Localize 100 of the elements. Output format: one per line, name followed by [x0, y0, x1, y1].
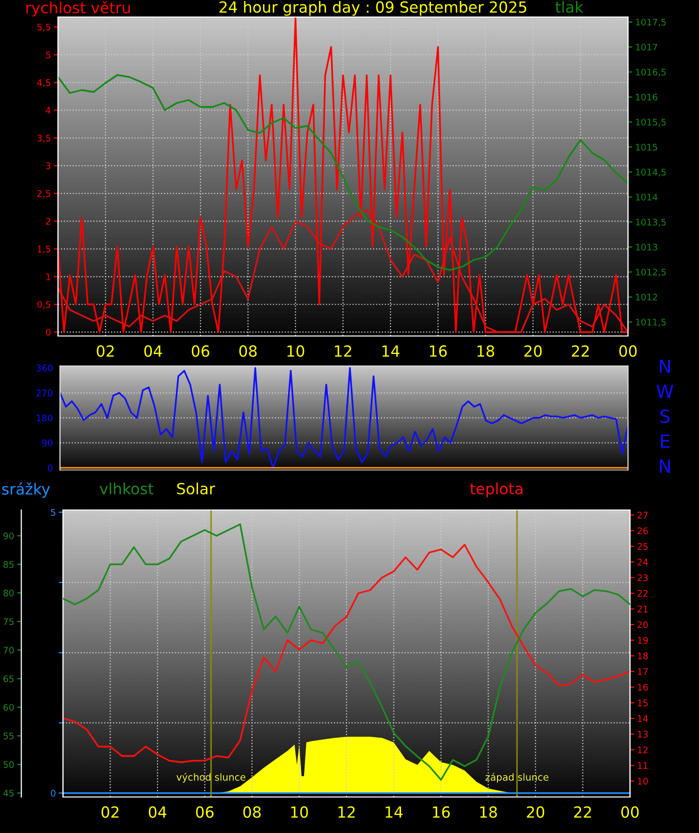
y2-tick-label: 1013: [636, 244, 658, 251]
x-tick-label: 22: [574, 806, 591, 818]
y3-tick-label: 85: [4, 561, 14, 568]
y3-tick-label: 80: [4, 590, 14, 596]
x-tick-label: 14: [382, 346, 400, 357]
y-tick-label: 360: [36, 364, 52, 372]
text: S: [660, 409, 670, 424]
y3-tick-label: 75: [4, 618, 14, 626]
line-series: [58, 209, 628, 333]
x-tick-label: 08: [243, 806, 261, 818]
y-tick-label: 180: [36, 414, 52, 422]
y-tick-label: 1: [46, 273, 50, 280]
y3-tick-label: 45: [3, 790, 14, 797]
y3-tick-label: 65: [4, 675, 14, 682]
y2-tick-label: 1016,5: [636, 68, 666, 76]
y2-tick-label: 1011,5: [636, 318, 666, 326]
y-tick-label: 3,5: [37, 134, 50, 142]
y2-tick-label: 21: [638, 606, 648, 612]
y-tick-label: 5,5: [37, 24, 50, 32]
y2-tick-label: 27: [638, 512, 648, 518]
y2-tick-label: 1012,5: [636, 268, 666, 276]
x-tick-label: 00: [619, 345, 637, 357]
y-tick-label: 90: [42, 440, 52, 446]
y-tick-label: 2,5: [37, 190, 50, 198]
y2-tick-label: 25: [638, 543, 648, 550]
y2-tick-label: 1017: [636, 44, 658, 51]
text: N: [660, 360, 670, 373]
x-tick-label: 04: [144, 345, 162, 357]
y2-tick-label: 1012: [636, 294, 658, 301]
x-tick-label: 02: [96, 345, 114, 357]
x-tick-label: 00: [621, 806, 639, 818]
y2-tick-label: 22: [638, 590, 648, 597]
y2-tick-label: 11: [638, 762, 648, 769]
y2-tick-label: 26: [638, 527, 648, 534]
x-tick-label: 12: [334, 345, 352, 357]
y2-tick-label: 1017,5: [636, 18, 666, 26]
y2-tick-label: 1013,5: [636, 218, 666, 226]
y2-tick-label: 17: [638, 668, 648, 675]
y-tick-label: 270: [36, 390, 52, 396]
y2-tick-label: 12: [638, 746, 648, 754]
text: Solar: [177, 482, 216, 494]
y2-axis-title: tlak: [555, 1, 584, 13]
y2-tick-label: 20: [638, 621, 648, 628]
x-tick-label: 08: [239, 345, 257, 357]
text: vlhkost: [100, 482, 154, 494]
text: W: [656, 384, 674, 398]
x-tick-label: 12: [338, 806, 355, 818]
text: E: [660, 434, 670, 448]
x-tick-label: 10: [291, 806, 308, 818]
y3-tick-label: 50: [4, 761, 14, 768]
chart-title: 24 hour graph day : 09 September 2025: [220, 1, 526, 16]
y2-tick-label: 1016: [636, 94, 658, 101]
ref-line-label: západ slunce: [485, 772, 548, 783]
y2-tick-label: 1015,5: [636, 118, 666, 126]
x-tick-label: 16: [430, 345, 447, 357]
y-tick-label: 0,5: [37, 301, 50, 309]
y2-tick-label: 1014,5: [636, 168, 666, 176]
y2-tick-label: 24: [638, 558, 648, 566]
y2-tick-label: 1015: [636, 144, 658, 151]
y2-tick-label: 23: [638, 574, 648, 582]
y-tick-label: 0: [46, 328, 50, 336]
x-tick-label: 06: [192, 345, 210, 357]
y-tick-label: 5: [46, 52, 50, 58]
y3-tick-label: 60: [4, 704, 14, 711]
x-tick-label: 04: [148, 806, 166, 818]
y-axis-title: rychlost větru: [26, 1, 130, 16]
y2-tick-label: 19: [638, 636, 648, 644]
x-tick-label: 16: [432, 806, 450, 818]
y3-tick-label: 90: [3, 532, 14, 540]
x-tick-label: 18: [477, 345, 494, 357]
y-tick-label: 5: [51, 509, 56, 516]
y-tick-label: 3: [46, 162, 50, 170]
x-tick-label: 02: [102, 806, 118, 818]
y-tick-label: 2: [46, 218, 50, 225]
y-tick-label: 1,5: [38, 246, 50, 254]
y-tick-label: 0: [48, 464, 52, 472]
y-tick-label: 4: [46, 107, 51, 114]
x-tick-label: 20: [526, 806, 544, 818]
x-tick-label: 06: [196, 806, 214, 818]
x-tick-label: 18: [480, 806, 497, 818]
y-tick-label: 0: [50, 790, 56, 797]
text: teplota: [470, 482, 522, 498]
y2-tick-label: 14: [638, 715, 648, 722]
y3-tick-label: 55: [4, 732, 14, 740]
text: N: [660, 460, 670, 473]
line-series: [58, 74, 628, 271]
x-tick-label: 10: [287, 345, 304, 357]
x-tick-label: 20: [524, 345, 542, 357]
y2-tick-label: 18: [638, 652, 648, 660]
y2-tick-label: 10: [638, 778, 648, 785]
y2-tick-label: 16: [638, 684, 648, 691]
y2-tick-label: 15: [638, 700, 648, 706]
y2-tick-label: 13: [638, 730, 648, 738]
ref-line-label: východ slunce: [176, 772, 246, 783]
y2-tick-label: 1014: [636, 194, 658, 201]
y3-tick-label: 70: [4, 646, 14, 654]
text: srážky: [2, 482, 50, 498]
y-tick-label: 4,5: [37, 79, 50, 87]
x-tick-label: 14: [386, 806, 403, 818]
x-tick-label: 22: [572, 345, 589, 357]
